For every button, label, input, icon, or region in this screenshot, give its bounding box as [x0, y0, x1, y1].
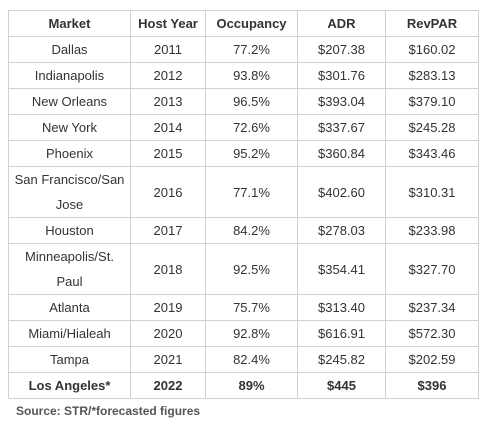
- table-cell: 2014: [130, 114, 206, 141]
- table-cell: Miami/Hialeah: [8, 320, 131, 347]
- table-row: Minneapolis/St. Paul 2018 92.5% $354.41 $327…: [8, 243, 479, 295]
- column-header: ADR: [297, 10, 386, 37]
- table-cell: 75.7%: [205, 294, 298, 321]
- table-cell: 2011: [130, 36, 206, 63]
- column-header: Occupancy: [205, 10, 298, 37]
- column-header: RevPAR: [385, 10, 479, 37]
- table-cell: $245.28: [385, 114, 479, 141]
- table-cell: $360.84: [297, 140, 386, 167]
- table-cell: $283.13: [385, 62, 479, 89]
- table-cell: $337.67: [297, 114, 386, 141]
- table-cell: $354.41: [297, 243, 386, 295]
- table-cell: Atlanta: [8, 294, 131, 321]
- table-body: Dallas 2011 77.2% $207.38 $160.02 Indianapoli…: [8, 36, 479, 399]
- table-cell: $616.91: [297, 320, 386, 347]
- table-cell: 2018: [130, 243, 206, 295]
- table-cell: 72.6%: [205, 114, 298, 141]
- table-cell: 77.2%: [205, 36, 298, 63]
- table-cell: $202.59: [385, 346, 479, 373]
- table-cell: $237.34: [385, 294, 479, 321]
- header-row: Market Host Year Occupancy ADR RevPAR: [8, 10, 479, 37]
- table-cell: 2016: [130, 166, 206, 218]
- table-row: Tampa 2021 82.4% $245.82 $202.59: [8, 346, 479, 373]
- column-header: Market: [8, 10, 131, 37]
- table-cell: Indianapolis: [8, 62, 131, 89]
- table-cell: 2017: [130, 217, 206, 244]
- column-header: Host Year: [130, 10, 206, 37]
- table-cell: 92.8%: [205, 320, 298, 347]
- table-row: Miami/Hialeah 2020 92.8% $616.91 $572.30: [8, 320, 479, 347]
- table-cell: 89%: [205, 372, 298, 399]
- table-cell: 82.4%: [205, 346, 298, 373]
- table-cell: $572.30: [385, 320, 479, 347]
- table-row: Indianapolis 2012 93.8% $301.76 $283.13: [8, 62, 479, 89]
- table-row: Dallas 2011 77.2% $207.38 $160.02: [8, 36, 479, 63]
- table-cell: 2022: [130, 372, 206, 399]
- table-cell: 96.5%: [205, 88, 298, 115]
- data-table: Market Host Year Occupancy ADR RevPAR Dallas…: [8, 10, 479, 399]
- table-cell: $301.76: [297, 62, 386, 89]
- table-row: New York 2014 72.6% $337.67 $245.28: [8, 114, 479, 141]
- table-cell: $379.10: [385, 88, 479, 115]
- table-row: San Francisco/San Jose 2016 77.1% $402.60 $3…: [8, 166, 479, 218]
- table-cell: Phoenix: [8, 140, 131, 167]
- table-cell: 2015: [130, 140, 206, 167]
- table-cell: 2019: [130, 294, 206, 321]
- table-cell: Dallas: [8, 36, 131, 63]
- table-cell: 2020: [130, 320, 206, 347]
- table-cell: New Orleans: [8, 88, 131, 115]
- table-cell: Houston: [8, 217, 131, 244]
- table-head: Market Host Year Occupancy ADR RevPAR: [8, 10, 479, 37]
- source-note: Source: STR/*forecasted figures: [16, 404, 201, 418]
- table-cell: Tampa: [8, 346, 131, 373]
- table-row: Houston 2017 84.2% $278.03 $233.98: [8, 217, 479, 244]
- table-cell: $396: [385, 372, 479, 399]
- table-cell: $393.04: [297, 88, 386, 115]
- table-cell: $245.82: [297, 346, 386, 373]
- table-cell: $310.31: [385, 166, 479, 218]
- table-cell: $343.46: [385, 140, 479, 167]
- table-cell: $278.03: [297, 217, 386, 244]
- table-row: Los Angeles* 2022 89% $445 $396: [8, 372, 479, 399]
- table-cell: $327.70: [385, 243, 479, 295]
- table-cell: 2021: [130, 346, 206, 373]
- table-cell: $207.38: [297, 36, 386, 63]
- table-cell: 2012: [130, 62, 206, 89]
- table-row: Atlanta 2019 75.7% $313.40 $237.34: [8, 294, 479, 321]
- table-cell: Minneapolis/St. Paul: [8, 243, 131, 295]
- table-cell: 2013: [130, 88, 206, 115]
- table-cell: Los Angeles*: [8, 372, 131, 399]
- table-cell: $233.98: [385, 217, 479, 244]
- table-cell: 93.8%: [205, 62, 298, 89]
- table-cell: $445: [297, 372, 386, 399]
- table-cell: $313.40: [297, 294, 386, 321]
- table-cell: San Francisco/San Jose: [8, 166, 131, 218]
- table-cell: $402.60: [297, 166, 386, 218]
- table-cell: 92.5%: [205, 243, 298, 295]
- table-row: New Orleans 2013 96.5% $393.04 $379.10: [8, 88, 479, 115]
- table-row: Phoenix 2015 95.2% $360.84 $343.46: [8, 140, 479, 167]
- table-cell: 77.1%: [205, 166, 298, 218]
- table-cell: 84.2%: [205, 217, 298, 244]
- table-cell: 95.2%: [205, 140, 298, 167]
- table-cell: $160.02: [385, 36, 479, 63]
- table-cell: New York: [8, 114, 131, 141]
